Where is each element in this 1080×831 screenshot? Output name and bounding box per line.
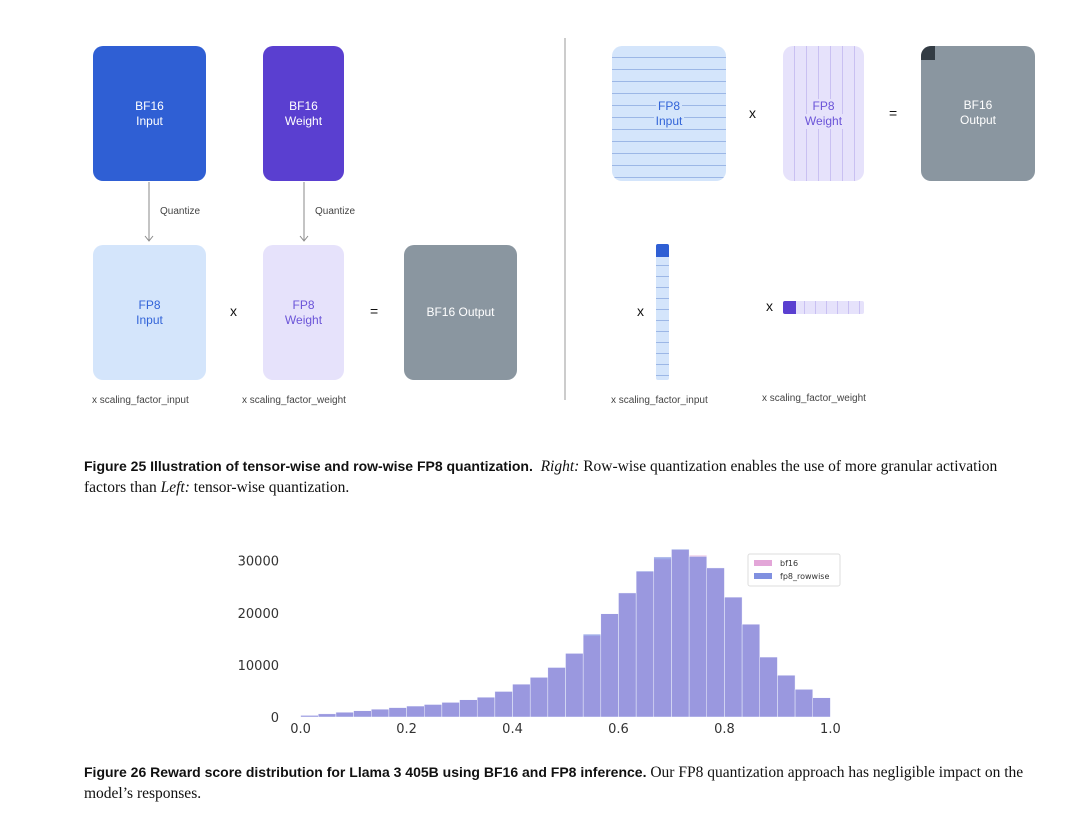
- histogram-bar-fp8_rowwise-26: [759, 656, 778, 718]
- scaling-factor-input-label: x scaling_factor_input: [92, 395, 189, 406]
- row-scale-times: x: [766, 298, 773, 314]
- histogram-bar-fp8_rowwise-10: [476, 696, 496, 718]
- histogram-bar-fp8_rowwise-0: [300, 715, 319, 718]
- histogram-bar-fp8_rowwise-22: [688, 556, 707, 718]
- output-corner-marker: [921, 46, 935, 60]
- fp8-input-label-1: FP8: [138, 297, 161, 312]
- y-tick-label: 10000: [238, 659, 279, 674]
- rowwise-bf16-output-label-2: Output: [959, 113, 997, 127]
- equals-operator: =: [370, 303, 379, 319]
- column-scaling-vector: [656, 244, 669, 380]
- bf16-input-block: BF16 Input: [93, 46, 206, 181]
- rowwise-fp8-weight-label-1: FP8: [810, 98, 837, 114]
- figure-25-caption-right-label: Right:: [540, 458, 580, 475]
- histogram-bar-fp8_rowwise-15: [565, 653, 584, 718]
- quantize-arrows: [144, 38, 566, 400]
- histogram-bar-fp8_rowwise-5: [388, 707, 407, 718]
- figure-25-caption-text-1: Row-wise quantization enables the use of…: [84, 458, 998, 496]
- rowwise-scaling-factor-weight-label: x scaling_factor_weight: [762, 393, 866, 404]
- x-tick-label: 0.2: [396, 722, 417, 737]
- figure-25-caption: Figure 25 Illustration of tensor-wise an…: [84, 456, 1034, 498]
- column-scale-highlight: [656, 244, 669, 257]
- histogram-bar-fp8_rowwise-13: [529, 677, 549, 718]
- histogram-bar-fp8_rowwise-18: [618, 592, 637, 718]
- histogram-bar-fp8_rowwise-12: [512, 683, 531, 718]
- histogram-bar-fp8_rowwise-1: [318, 713, 337, 718]
- histogram-bar-fp8_rowwise-8: [441, 702, 460, 718]
- rowwise-fp8-input-label: FP8 Input: [612, 46, 726, 181]
- scaling-factor-weight-label: x scaling_factor_weight: [242, 395, 346, 406]
- fp8-input-block: FP8 Input: [93, 245, 206, 380]
- quantize-left-label: Quantize: [160, 206, 201, 217]
- bf16-weight-block: BF16 Weight: [263, 46, 344, 181]
- histogram-bar-fp8_rowwise-3: [353, 710, 372, 718]
- histogram-bar-fp8_rowwise-25: [741, 624, 760, 718]
- bf16-output-block: BF16 Output: [404, 245, 517, 380]
- histogram-bar-fp8_rowwise-14: [547, 667, 566, 718]
- histogram-bar-fp8_rowwise-6: [406, 705, 425, 718]
- histogram-bar-fp8_rowwise-2: [335, 712, 354, 718]
- histogram-bar-fp8_rowwise-19: [635, 570, 655, 718]
- histogram-bar-fp8_rowwise-4: [371, 708, 390, 718]
- histogram-bar-fp8_rowwise-9: [459, 699, 478, 718]
- histogram-bar-fp8_rowwise-28: [794, 689, 813, 718]
- fp8-weight-label-1: FP8: [292, 297, 315, 312]
- quantize-right-label: Quantize: [315, 206, 356, 217]
- x-tick-label: 0.6: [608, 722, 629, 737]
- figure-25-caption-text-2: tensor-wise quantization.: [189, 479, 350, 496]
- rowwise-bf16-output-block: BF16 Output: [921, 46, 1035, 181]
- histogram-bar-fp8_rowwise-23: [706, 567, 725, 718]
- legend-label-fp8_rowwise: fp8_rowwise: [780, 572, 829, 581]
- histogram-bar-fp8_rowwise-29: [812, 697, 831, 718]
- histogram-bar-fp8_rowwise-16: [582, 633, 602, 718]
- rowwise-fp8-input-label-1: FP8: [655, 98, 682, 114]
- legend-label-bf16: bf16: [780, 559, 798, 568]
- column-scale-times: x: [637, 303, 644, 319]
- histogram-bar-fp8_rowwise-27: [777, 675, 796, 718]
- y-tick-label: 20000: [238, 607, 279, 622]
- x-tick-label: 0.8: [714, 722, 735, 737]
- rowwise-fp8-weight-label: FP8 Weight: [783, 46, 864, 181]
- figure-26-caption-text: Our FP8 quantization approach has neglig…: [84, 764, 1024, 802]
- rowwise-times-operator: x: [749, 105, 756, 121]
- figure-25-caption-lead: Figure 25 Illustration of tensor-wise an…: [84, 458, 533, 474]
- histogram-bar-fp8_rowwise-21: [671, 548, 690, 718]
- fp8-input-label-2: Input: [136, 312, 163, 327]
- x-tick-label: 1.0: [820, 722, 841, 737]
- bf16-output-label: BF16 Output: [426, 305, 495, 319]
- rowwise-equals-operator: =: [889, 105, 898, 121]
- row-scaling-vector: [783, 301, 864, 314]
- figure-25-caption-left-label: Left:: [160, 479, 190, 496]
- bf16-input-label-1: BF16: [135, 98, 164, 113]
- legend-swatch-fp8_rowwise: [754, 573, 772, 579]
- figure-26-caption-lead: Figure 26 Reward score distribution for …: [84, 764, 647, 780]
- histogram-bar-fp8_rowwise-11: [494, 691, 513, 718]
- legend-swatch-bf16: [754, 560, 772, 566]
- y-tick-label: 30000: [238, 555, 279, 570]
- histogram-bar-fp8_rowwise-20: [653, 556, 672, 718]
- x-tick-label: 0.0: [290, 722, 311, 737]
- rowwise-fp8-input-label-2: Input: [653, 113, 685, 129]
- x-tick-label: 0.4: [502, 722, 523, 737]
- fp8-weight-block: FP8 Weight: [263, 245, 344, 380]
- rowwise-fp8-weight-label-2: Weight: [802, 113, 845, 129]
- histogram-bar-fp8_rowwise-24: [724, 596, 743, 718]
- rowwise-scaling-factor-input-label: x scaling_factor_input: [611, 395, 708, 406]
- bf16-input-label-2: Input: [136, 113, 163, 128]
- fp8-weight-label-2: Weight: [284, 312, 323, 327]
- rowwise-bf16-output-label-1: BF16: [963, 98, 993, 112]
- bf16-weight-label-1: BF16: [289, 98, 318, 113]
- bf16-weight-label-2: Weight: [284, 113, 323, 128]
- times-operator: x: [230, 303, 237, 319]
- histogram-bar-fp8_rowwise-7: [424, 704, 443, 718]
- row-scale-highlight: [783, 301, 796, 314]
- figure-26-caption: Figure 26 Reward score distribution for …: [84, 762, 1034, 804]
- histogram-bar-fp8_rowwise-17: [600, 613, 619, 718]
- y-tick-label: 0: [271, 711, 279, 726]
- rowwise-fp8-input-block: [612, 46, 726, 181]
